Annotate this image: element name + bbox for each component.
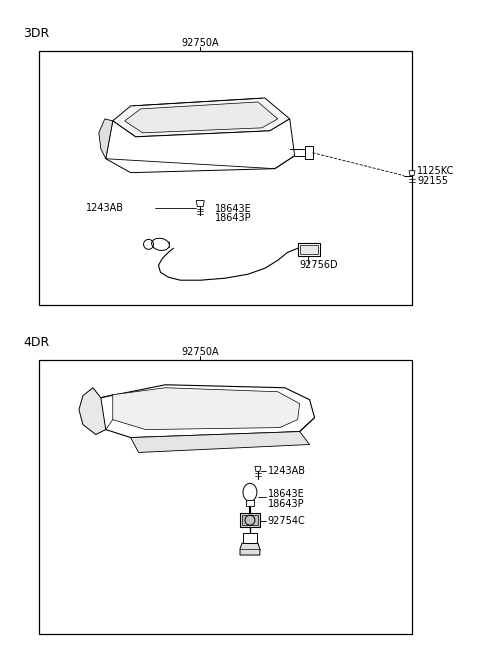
Bar xyxy=(298,244,320,256)
Bar xyxy=(39,360,412,633)
Polygon shape xyxy=(409,171,415,176)
Ellipse shape xyxy=(243,483,257,501)
Bar xyxy=(240,514,260,527)
Bar xyxy=(39,51,412,305)
Text: 18643E: 18643E xyxy=(215,204,252,214)
Bar xyxy=(243,533,257,543)
Text: 92756D: 92756D xyxy=(300,260,338,271)
Text: 18643P: 18643P xyxy=(215,214,252,223)
Text: 92750A: 92750A xyxy=(181,38,219,48)
Polygon shape xyxy=(131,432,310,453)
Bar xyxy=(242,515,258,525)
Text: 1125KC: 1125KC xyxy=(417,166,455,176)
Polygon shape xyxy=(106,119,295,173)
Text: 92754C: 92754C xyxy=(268,516,306,526)
Polygon shape xyxy=(255,466,261,472)
Text: 18643P: 18643P xyxy=(268,499,304,509)
Polygon shape xyxy=(113,388,300,430)
Polygon shape xyxy=(240,543,260,555)
Polygon shape xyxy=(99,119,113,159)
Bar xyxy=(305,146,312,159)
Ellipse shape xyxy=(152,238,169,250)
Polygon shape xyxy=(113,98,290,137)
Text: 92750A: 92750A xyxy=(181,347,219,357)
Bar xyxy=(246,500,254,506)
Polygon shape xyxy=(79,388,106,434)
Polygon shape xyxy=(125,102,278,133)
Polygon shape xyxy=(96,384,314,440)
Text: 18643E: 18643E xyxy=(268,489,305,499)
Text: 3DR: 3DR xyxy=(23,27,49,40)
Bar xyxy=(300,246,318,254)
Polygon shape xyxy=(196,200,204,206)
Text: 4DR: 4DR xyxy=(23,337,49,349)
Text: 92155: 92155 xyxy=(417,176,448,185)
Text: 1243AB: 1243AB xyxy=(86,202,124,212)
Text: 1243AB: 1243AB xyxy=(268,466,306,476)
